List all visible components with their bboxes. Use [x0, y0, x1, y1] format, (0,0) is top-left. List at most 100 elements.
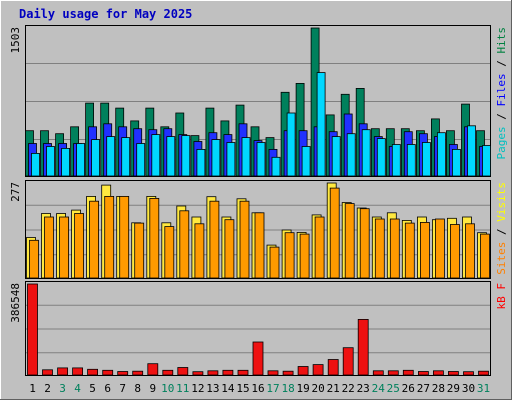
x-tick-label-day-9: 9: [149, 382, 156, 395]
x-tick-label-day-27: 27: [417, 382, 430, 395]
x-tick-label-day-31: 31: [477, 382, 490, 395]
bar-kb-f-day-23: [357, 318, 369, 376]
bar-kb-f-day-4: [72, 367, 83, 376]
bar-pages-day-2: [46, 146, 55, 177]
bar-kb-f-day-27: [417, 371, 429, 376]
bar-pages-day-31: [482, 145, 491, 177]
bar-pages-day-12: [196, 148, 206, 177]
bar-kb-f-day-14: [222, 369, 234, 376]
bar-pages-day-19: [301, 146, 311, 177]
bar-kb-f-day-8: [132, 370, 144, 376]
x-tick-label-day-18: 18: [281, 382, 294, 395]
x-tick-label-day-13: 13: [206, 382, 219, 395]
bar-kb-f-day-31: [478, 370, 489, 376]
legend-entry-visits: Visits: [495, 182, 508, 222]
x-tick-label-day-14: 14: [221, 382, 235, 395]
bar-sites-day-11: [179, 210, 190, 279]
x-tick-label-day-25: 25: [387, 382, 400, 395]
bar-sites-day-1: [29, 239, 39, 279]
bar-pages-day-21: [331, 136, 341, 177]
x-tick-label-day-10: 10: [161, 382, 174, 395]
bar-sites-day-2: [44, 216, 54, 279]
bar-sites-day-30: [465, 223, 475, 279]
x-tick-label-day-12: 12: [191, 382, 204, 395]
bar-pages-day-13: [211, 139, 221, 177]
bar-kb-f-day-26: [402, 369, 414, 376]
bar-sites-day-3: [59, 216, 69, 279]
bar-pages-day-9: [151, 134, 161, 177]
chart-title: Daily usage for May 2025: [19, 7, 192, 21]
bar-pages-day-24: [376, 138, 386, 177]
bar-sites-day-12: [194, 223, 205, 279]
legend-separator: /: [495, 222, 508, 242]
bar-kb-f-day-10: [162, 369, 174, 376]
bar-kb-f-day-28: [432, 370, 444, 376]
x-tick-label-day-20: 20: [311, 382, 324, 395]
panel-kbytes: 386548 kB F: [9, 281, 508, 376]
panel-kbytes-border: [25, 281, 491, 376]
bar-kb-f-day-1: [27, 283, 38, 376]
bar-kb-f-day-21: [327, 359, 339, 376]
bar-sites-day-15: [239, 200, 250, 279]
x-tick-label-day-24: 24: [372, 382, 386, 395]
bar-kb-f-day-2: [42, 369, 53, 376]
bar-sites-day-5: [89, 200, 99, 279]
bar-kb-f-day-9: [147, 363, 159, 376]
bar-kb-f-day-24: [372, 370, 384, 376]
x-axis-day-labels: 1 2 3 4 5 6 7 8 9 10 11 12 13 14 15 16 17 18 19 20 21 22 23 24 2…: [29, 382, 490, 395]
bar-pages-day-20: [316, 72, 326, 177]
bar-sites-day-19: [299, 233, 310, 279]
bar-kb-f-day-25: [387, 370, 399, 376]
x-tick-label-day-8: 8: [134, 382, 141, 395]
x-tick-label-day-3: 3: [59, 382, 66, 395]
panel-requests-max-label: 1503: [9, 27, 22, 54]
x-tick-label-day-2: 2: [44, 382, 51, 395]
bar-pages-day-8: [136, 143, 146, 177]
panel-visits-max-label: 277: [9, 182, 22, 202]
panel-kbytes-legend: kB F: [495, 283, 508, 310]
bar-kb-f-day-22: [342, 347, 354, 376]
bar-sites-day-4: [74, 213, 84, 279]
bar-kb-f-day-20: [312, 364, 324, 376]
bar-pages-day-30: [467, 125, 476, 177]
bar-pages-day-3: [61, 147, 70, 177]
x-tick-label-day-17: 17: [266, 382, 279, 395]
x-tick-label-day-15: 15: [236, 382, 249, 395]
bar-pages-day-11: [181, 135, 191, 177]
panel-visits-legend: Sites / Visits: [495, 182, 508, 275]
x-tick-label-day-11: 11: [176, 382, 189, 395]
bar-sites-day-9: [149, 197, 160, 279]
x-tick-label-day-29: 29: [447, 382, 460, 395]
bar-kb-f-day-16: [252, 341, 264, 376]
bar-sites-day-29: [449, 224, 460, 279]
legend-entry-hits: Hits: [495, 27, 508, 54]
bar-sites-day-16: [254, 212, 265, 279]
bar-sites-day-14: [224, 219, 235, 279]
bar-sites-day-6: [104, 195, 115, 279]
bar-pages-day-17: [271, 156, 281, 177]
bar-pages-day-1: [31, 152, 40, 177]
bar-pages-day-18: [286, 112, 296, 177]
bar-pages-day-4: [76, 143, 85, 177]
bar-sites-day-18: [284, 232, 295, 279]
bar-sites-day-21: [329, 187, 340, 279]
x-tick-label-day-21: 21: [327, 382, 340, 395]
bar-pages-day-22: [346, 133, 356, 177]
bar-pages-day-28: [436, 132, 446, 177]
bar-sites-day-7: [119, 195, 130, 279]
bar-kb-f-day-5: [87, 368, 98, 376]
panel-kbytes-max-label: 386548: [9, 283, 22, 323]
x-tick-label-day-23: 23: [357, 382, 370, 395]
bar-sites-day-26: [404, 222, 415, 279]
legend-entry-files: Files: [495, 73, 508, 106]
bar-kb-f-day-11: [177, 367, 189, 376]
x-tick-label-day-22: 22: [342, 382, 355, 395]
bar-pages-day-5: [91, 139, 100, 177]
panel-requests: 1503 Pages / Files / Hits: [9, 25, 508, 177]
bar-sites-day-27: [419, 221, 430, 279]
panel-requests-legend: Pages / Files / Hits: [495, 27, 508, 160]
bar-kb-f-day-19: [297, 366, 309, 376]
bar-sites-day-22: [344, 203, 355, 279]
bar-sites-day-28: [434, 218, 445, 279]
